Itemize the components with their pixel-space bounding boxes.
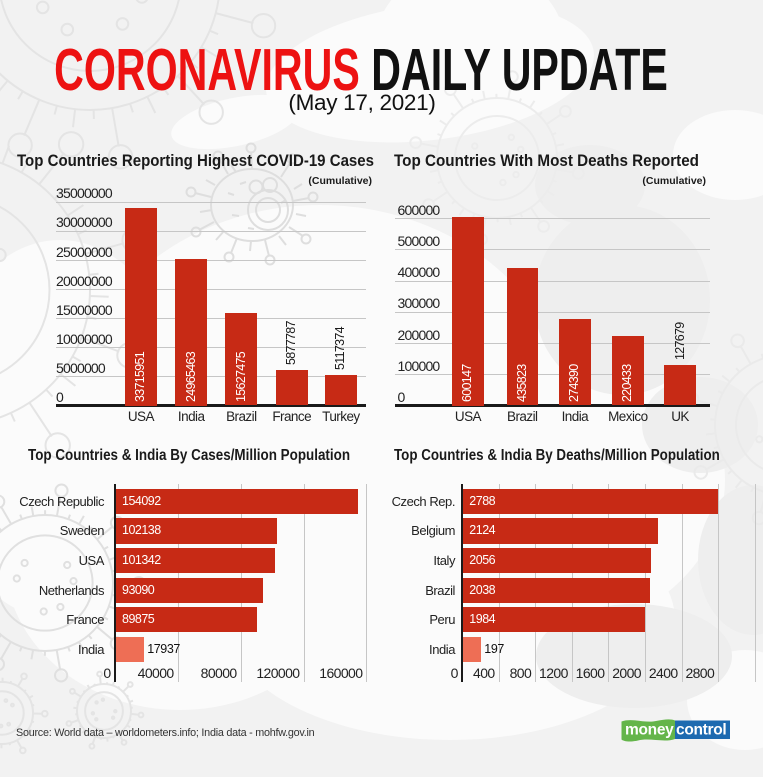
svg-text:money: money bbox=[625, 722, 674, 739]
svg-text:control: control bbox=[676, 722, 726, 739]
